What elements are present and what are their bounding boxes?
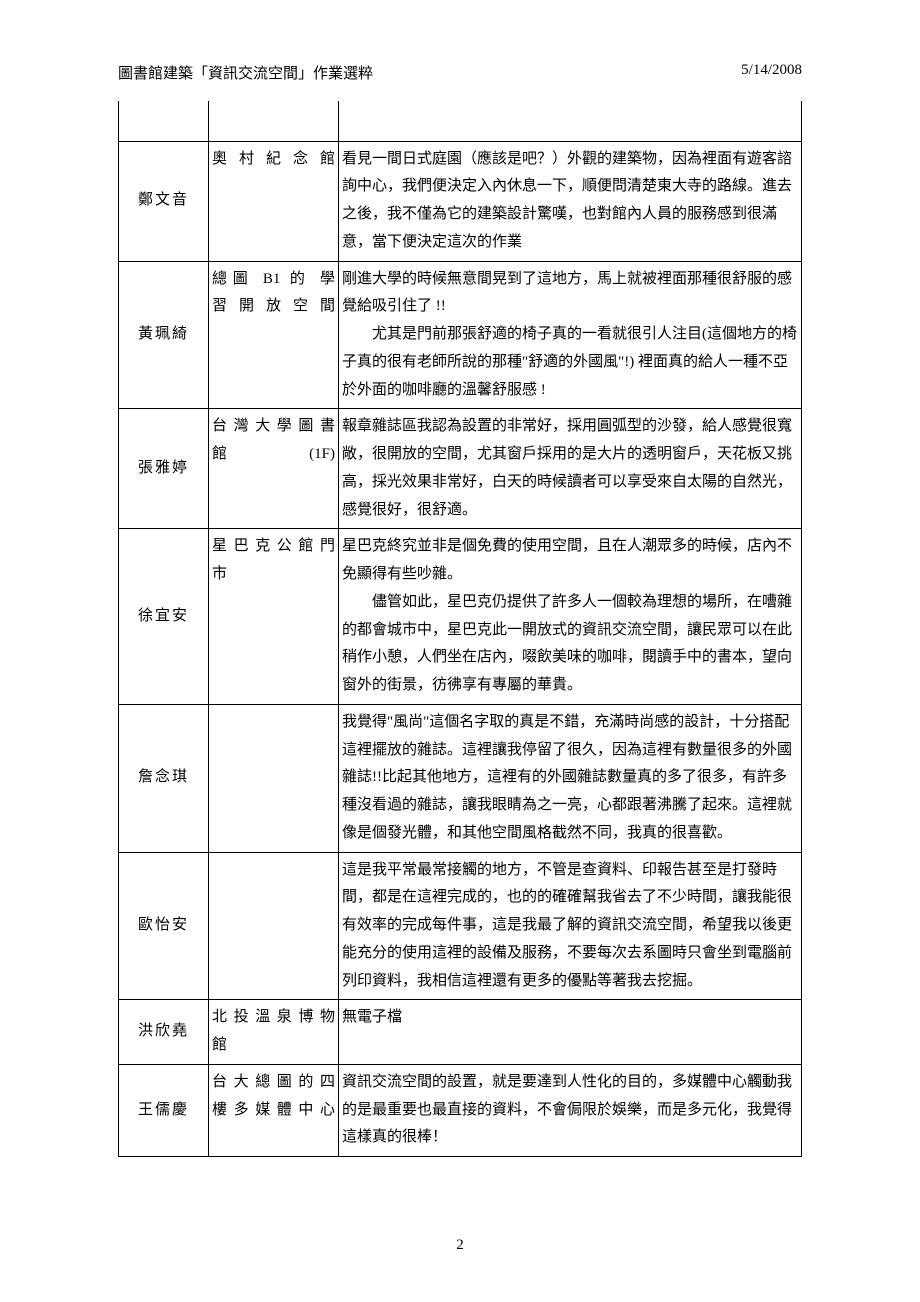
description-cell: 資訊交流空間的設置，就是要達到人性化的目的，多媒體中心觸動我的是最重要也最直接的…	[339, 1064, 802, 1156]
table-row: 洪欣堯北投溫泉博物館無電子檔	[119, 1000, 802, 1065]
place-cell: 星巴克公館門市	[209, 529, 339, 705]
student-name-cell: 歐怡安	[119, 852, 209, 1000]
empty-cell	[209, 101, 339, 141]
student-name-cell: 洪欣堯	[119, 1000, 209, 1065]
description-cell: 報章雜誌區我認為設置的非常好，採用圓弧型的沙發，給人感覺很寬敞，很開放的空間，尤…	[339, 409, 802, 529]
description-cell: 無電子檔	[339, 1000, 802, 1065]
place-cell	[209, 852, 339, 1000]
table-continuation-row	[119, 101, 802, 141]
header-title: 圖書館建築「資訊交流空間」作業選粹	[118, 62, 373, 83]
place-cell: 台大總圖的四樓多媒體中心	[209, 1064, 339, 1156]
description-cell: 星巴克終究並非是個免費的使用空間，且在人潮眾多的時候，店內不免顯得有些吵雜。儘管…	[339, 529, 802, 705]
student-name-cell: 鄭文音	[119, 141, 209, 261]
description-cell: 我覺得"風尚"這個名字取的真是不錯，充滿時尚感的設計，十分搭配這裡擺放的雜誌。這…	[339, 704, 802, 852]
place-cell: 奧村紀念館	[209, 141, 339, 261]
content-table: 鄭文音奧村紀念館看見一間日式庭園（應該是吧？）外觀的建築物，因為裡面有遊客諮詢中…	[118, 101, 802, 1157]
table-row: 王儒慶台大總圖的四樓多媒體中心資訊交流空間的設置，就是要達到人性化的目的，多媒體…	[119, 1064, 802, 1156]
student-name-cell: 張雅婷	[119, 409, 209, 529]
empty-cell	[119, 101, 209, 141]
student-name-cell: 王儒慶	[119, 1064, 209, 1156]
place-cell: 台灣大學圖書館(1F)	[209, 409, 339, 529]
table-row: 詹念琪 我覺得"風尚"這個名字取的真是不錯，充滿時尚感的設計，十分搭配這裡擺放的雜…	[119, 704, 802, 852]
empty-cell	[339, 101, 802, 141]
place-cell: 總圖 B1 的 學習開放空間	[209, 261, 339, 409]
page-container: 圖書館建築「資訊交流空間」作業選粹 5/14/2008 鄭文音奧村紀念館看見一間…	[0, 0, 920, 1207]
description-cell: 剛進大學的時候無意間晃到了這地方，馬上就被裡面那種很舒服的感覺給吸引住了 !!尤…	[339, 261, 802, 409]
table-row: 歐怡安 這是我平常最常接觸的地方，不管是查資料、印報告甚至是打發時間，都是在這裡完…	[119, 852, 802, 1000]
table-row: 張雅婷台灣大學圖書館(1F)報章雜誌區我認為設置的非常好，採用圓弧型的沙發，給人…	[119, 409, 802, 529]
description-cell: 這是我平常最常接觸的地方，不管是查資料、印報告甚至是打發時間，都是在這裡完成的，…	[339, 852, 802, 1000]
student-name-cell: 徐宜安	[119, 529, 209, 705]
table-row: 徐宜安星巴克公館門市星巴克終究並非是個免費的使用空間，且在人潮眾多的時候，店內不…	[119, 529, 802, 705]
student-name-cell: 黃珮綺	[119, 261, 209, 409]
place-cell: 北投溫泉博物館	[209, 1000, 339, 1065]
student-name-cell: 詹念琪	[119, 704, 209, 852]
header-date: 5/14/2008	[741, 62, 802, 83]
page-number: 2	[0, 1237, 920, 1254]
place-cell	[209, 704, 339, 852]
table-row: 黃珮綺總圖 B1 的 學習開放空間剛進大學的時候無意間晃到了這地方，馬上就被裡面…	[119, 261, 802, 409]
table-row: 鄭文音奧村紀念館看見一間日式庭園（應該是吧？）外觀的建築物，因為裡面有遊客諮詢中…	[119, 141, 802, 261]
description-cell: 看見一間日式庭園（應該是吧？）外觀的建築物，因為裡面有遊客諮詢中心，我們便決定入…	[339, 141, 802, 261]
page-header: 圖書館建築「資訊交流空間」作業選粹 5/14/2008	[118, 62, 802, 83]
